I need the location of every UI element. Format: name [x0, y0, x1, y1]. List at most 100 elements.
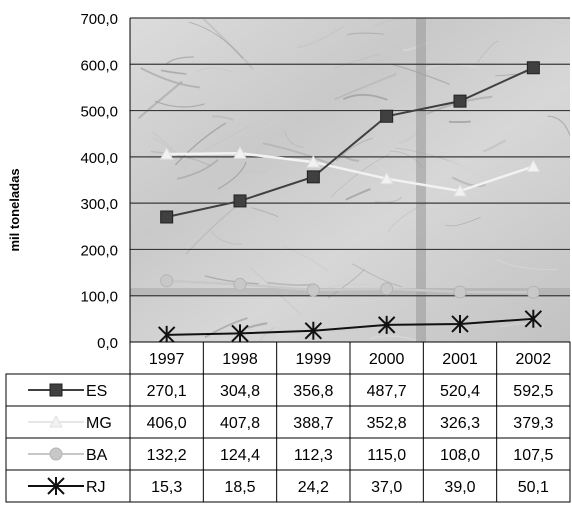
- marble-vein: [342, 93, 388, 101]
- data-value-label: 388,7: [293, 415, 333, 432]
- y-tick-label: 100,0: [80, 289, 118, 306]
- x-tick-label: 1999: [296, 351, 332, 368]
- data-point: [306, 283, 320, 297]
- y-tick-label: 500,0: [80, 104, 118, 121]
- marble-vein: [374, 196, 403, 204]
- y-tick-label: 600,0: [80, 57, 118, 74]
- marble-vein: [235, 325, 269, 338]
- y-axis-ticks: 0,0 100,0 200,0 300,0 400,0 500,0 600,0 700,0: [80, 11, 118, 352]
- marble-vein: [217, 161, 247, 190]
- data-value-label: 107,5: [513, 447, 553, 464]
- data-point: [451, 314, 469, 333]
- series-es: [160, 61, 540, 224]
- marble-vein: [251, 207, 279, 218]
- data-value-label: 132,2: [147, 447, 187, 464]
- legend-key-ba: [28, 447, 84, 461]
- data-value-label: 24,2: [298, 479, 329, 496]
- data-point: [453, 183, 467, 197]
- marble-vein: [160, 69, 187, 75]
- data-point: [526, 285, 540, 299]
- marble-vein: [152, 137, 188, 172]
- marble-texture: [130, 17, 571, 343]
- series-ba: [160, 274, 540, 299]
- marble-vein: [334, 73, 397, 101]
- x-tick-label: 1997: [149, 351, 185, 368]
- series-line: [166, 317, 534, 336]
- data-value-label: 379,3: [513, 415, 553, 432]
- data-value-label: 112,3: [294, 447, 333, 464]
- data-point: [47, 477, 65, 495]
- y-tick-label: 0,0: [97, 335, 118, 352]
- marble-vein: [284, 131, 304, 148]
- data-point: [524, 309, 543, 328]
- marble-vein: [345, 188, 371, 201]
- marble-vein: [547, 17, 571, 24]
- legend-label: ES: [86, 383, 107, 400]
- data-point: [49, 447, 63, 461]
- marble-vein: [331, 320, 405, 333]
- marble-vein: [247, 322, 268, 329]
- legend-key-rj: [28, 477, 84, 495]
- marble-vein: [211, 115, 234, 121]
- legend-key-es: [28, 383, 84, 397]
- marble-vein: [152, 131, 183, 161]
- data-point: [306, 170, 320, 184]
- data-value-label: 356,8: [293, 383, 333, 400]
- marble-vein: [204, 317, 248, 339]
- x-tick-label: 2001: [442, 351, 478, 368]
- data-value-label: 270,1: [147, 383, 187, 400]
- data-table: 1997 1998 1999 2000 2001 2002 ES 270,1 304,8 356,…: [5, 341, 571, 503]
- marble-vein: [336, 137, 373, 162]
- data-point: [526, 61, 540, 75]
- marble-vein: [176, 158, 219, 180]
- marble-vein: [330, 297, 387, 303]
- data-point: [160, 210, 174, 224]
- data-point: [453, 285, 467, 299]
- data-point: [233, 194, 247, 208]
- marble-vein: [281, 245, 330, 273]
- table-row: [5, 469, 571, 503]
- x-tick-label: 1998: [222, 351, 258, 368]
- x-tick-label: 2000: [369, 351, 405, 368]
- series-lines: [157, 61, 543, 344]
- marble-vein: [174, 122, 227, 166]
- marble-vein: [182, 124, 252, 163]
- legend-label: BA: [86, 447, 108, 464]
- data-point: [160, 274, 174, 288]
- data-point: [159, 147, 174, 160]
- marble-vein: [451, 176, 486, 188]
- marble-vein: [185, 205, 239, 255]
- data-value-label: 352,8: [367, 415, 407, 432]
- data-value-label: 520,4: [440, 383, 480, 400]
- data-value-label: 50,1: [518, 479, 549, 496]
- marble-vein: [165, 56, 194, 66]
- series-mg: [159, 146, 541, 197]
- data-point: [49, 383, 63, 397]
- x-tick-label: 2002: [516, 351, 552, 368]
- marble-vein: [477, 40, 499, 63]
- data-point: [377, 315, 396, 334]
- marble-vein: [482, 139, 507, 153]
- marble-vein: [210, 230, 243, 245]
- marble-vein: [369, 335, 421, 343]
- data-point: [453, 94, 467, 108]
- marble-band: [130, 288, 570, 296]
- marble-vein: [195, 67, 233, 73]
- marble-vein: [251, 111, 286, 134]
- data-point: [380, 282, 394, 296]
- y-tick-label: 400,0: [80, 150, 118, 167]
- legend-label: RJ: [86, 479, 106, 496]
- marble-vein: [188, 21, 244, 59]
- marble-vein: [204, 275, 259, 285]
- series-line: [166, 151, 534, 193]
- y-tick-label: 700,0: [80, 11, 118, 28]
- marble-vein: [137, 80, 183, 120]
- y-axis-label: mil toneladas: [7, 168, 22, 251]
- data-value-label: 115,0: [367, 447, 406, 464]
- marble-vein: [154, 100, 205, 108]
- data-point: [157, 325, 176, 344]
- data-point: [49, 414, 63, 428]
- legend-key-mg: [28, 414, 84, 428]
- data-point: [233, 277, 247, 291]
